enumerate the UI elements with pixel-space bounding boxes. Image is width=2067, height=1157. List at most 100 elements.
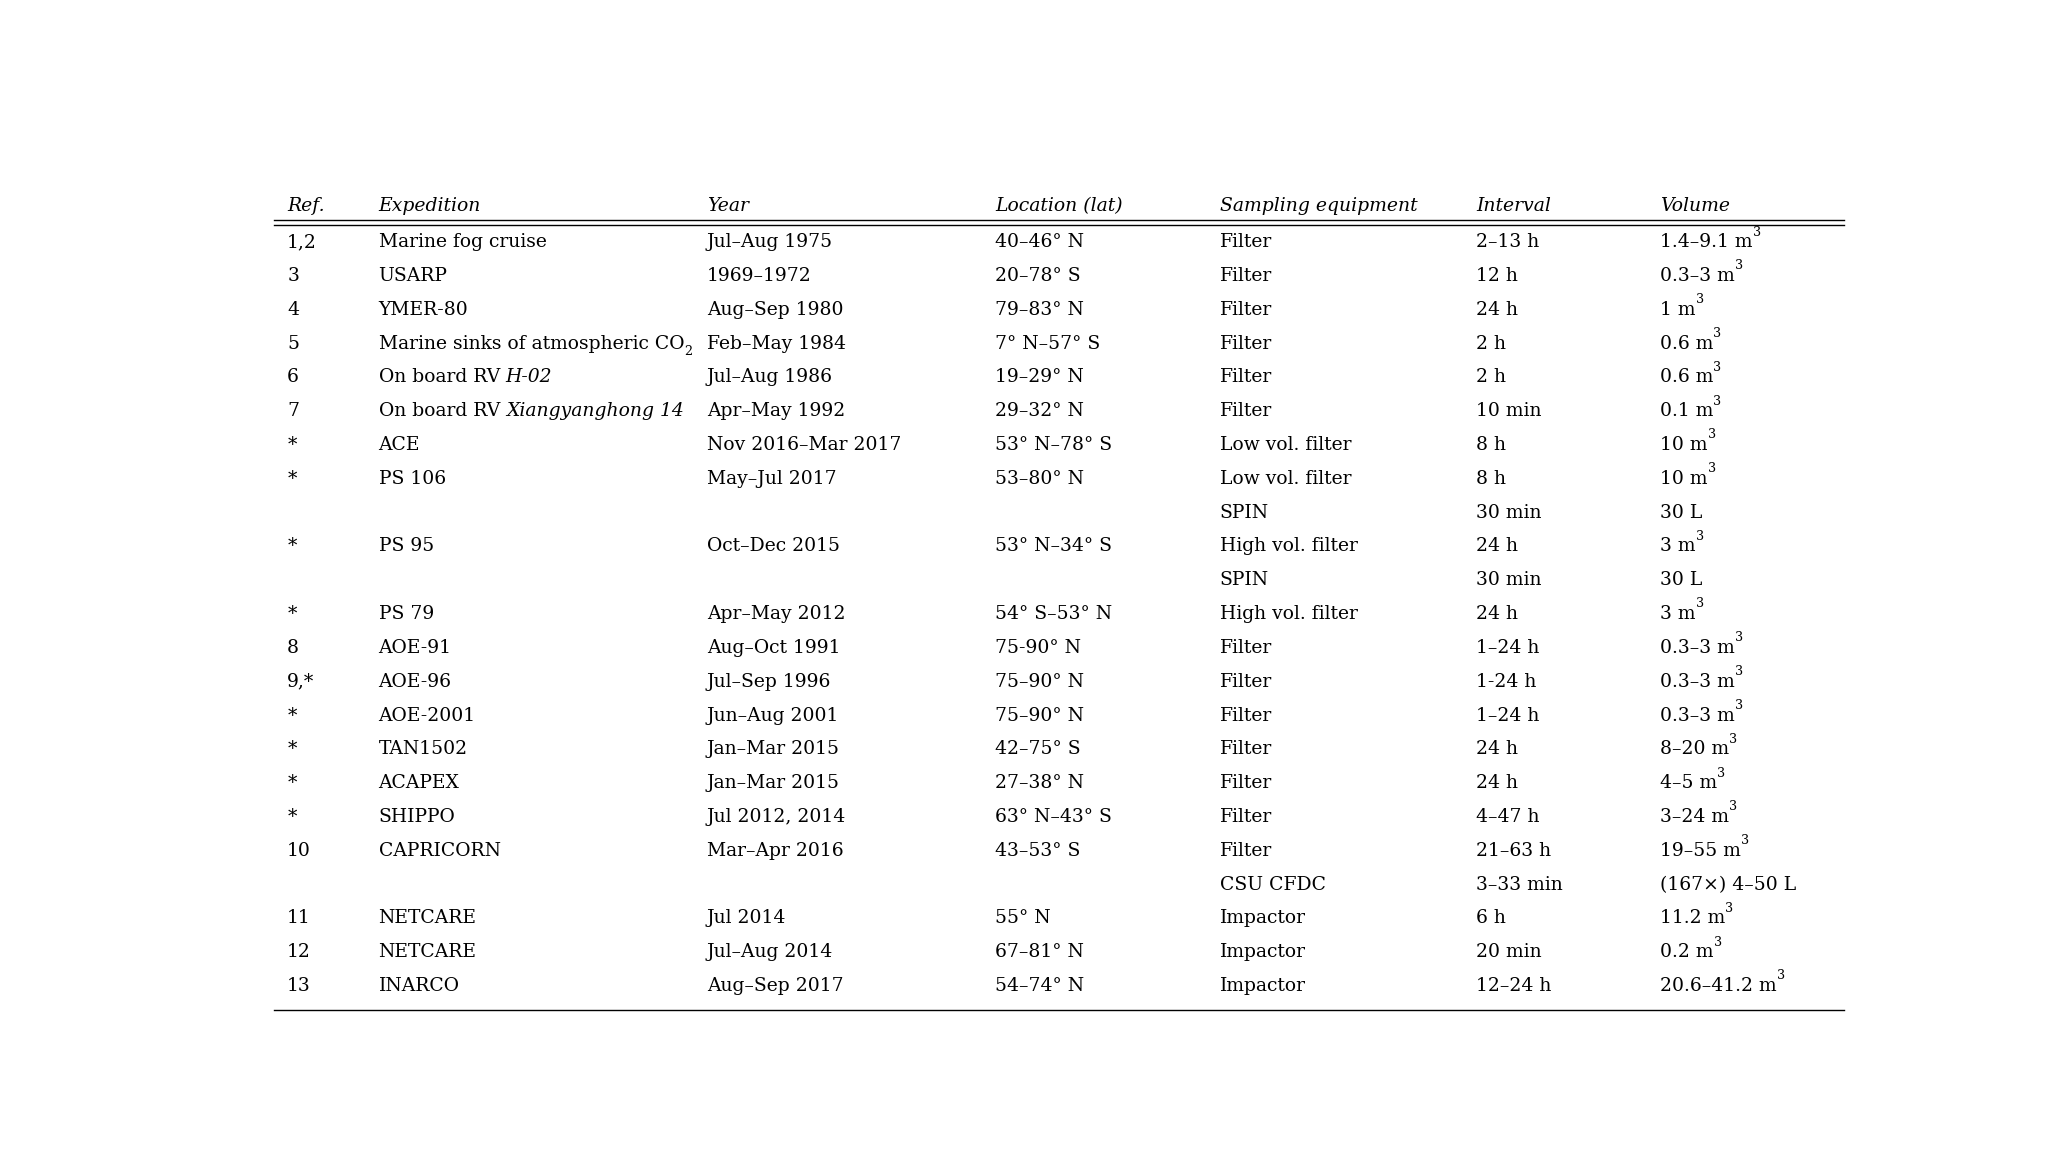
Text: Location (lat): Location (lat): [996, 197, 1122, 215]
Text: Impactor: Impactor: [1220, 909, 1306, 928]
Text: *: *: [287, 605, 296, 624]
Text: 10: 10: [287, 842, 312, 860]
Text: Jul 2014: Jul 2014: [707, 909, 785, 928]
Text: 79–83° N: 79–83° N: [996, 301, 1083, 319]
Text: AOE-2001: AOE-2001: [378, 707, 475, 724]
Text: 3: 3: [1734, 665, 1742, 678]
Text: 53° N–34° S: 53° N–34° S: [996, 538, 1112, 555]
Text: Filter: Filter: [1220, 808, 1271, 826]
Text: PS 106: PS 106: [378, 470, 446, 488]
Text: 63° N–43° S: 63° N–43° S: [996, 808, 1112, 826]
Text: 7: 7: [287, 403, 300, 420]
Text: 53° N–78° S: 53° N–78° S: [996, 436, 1112, 454]
Text: Filter: Filter: [1220, 707, 1271, 724]
Text: SHIPPO: SHIPPO: [378, 808, 455, 826]
Text: Impactor: Impactor: [1220, 978, 1306, 995]
Text: Filter: Filter: [1220, 774, 1271, 793]
Text: USARP: USARP: [378, 267, 446, 285]
Text: 12–24 h: 12–24 h: [1476, 978, 1550, 995]
Text: *: *: [287, 436, 296, 454]
Text: PS 95: PS 95: [378, 538, 434, 555]
Text: 3: 3: [1734, 632, 1742, 644]
Text: 67–81° N: 67–81° N: [996, 943, 1083, 961]
Text: Filter: Filter: [1220, 672, 1271, 691]
Text: SPIN: SPIN: [1220, 572, 1269, 589]
Text: 1969–1972: 1969–1972: [707, 267, 812, 285]
Text: 3: 3: [1730, 801, 1736, 813]
Text: 8 h: 8 h: [1476, 436, 1507, 454]
Text: Jul–Sep 1996: Jul–Sep 1996: [707, 672, 831, 691]
Text: CAPRICORN: CAPRICORN: [378, 842, 500, 860]
Text: Filter: Filter: [1220, 368, 1271, 386]
Text: 27–38° N: 27–38° N: [996, 774, 1085, 793]
Text: Jan–Mar 2015: Jan–Mar 2015: [707, 774, 839, 793]
Text: Filter: Filter: [1220, 842, 1271, 860]
Text: 30 min: 30 min: [1476, 572, 1542, 589]
Text: Low vol. filter: Low vol. filter: [1220, 436, 1352, 454]
Text: 75–90° N: 75–90° N: [996, 672, 1085, 691]
Text: Ref.: Ref.: [287, 197, 325, 215]
Text: (167×) 4–50 L: (167×) 4–50 L: [1660, 876, 1796, 893]
Text: Interval: Interval: [1476, 197, 1550, 215]
Text: 9,*: 9,*: [287, 672, 314, 691]
Text: Jan–Mar 2015: Jan–Mar 2015: [707, 740, 839, 758]
Text: 6: 6: [287, 368, 300, 386]
Text: 0.1 m: 0.1 m: [1660, 403, 1714, 420]
Text: 3–33 min: 3–33 min: [1476, 876, 1563, 893]
Text: Filter: Filter: [1220, 403, 1271, 420]
Text: 0.6 m: 0.6 m: [1660, 334, 1714, 353]
Text: 5: 5: [287, 334, 300, 353]
Text: 30 min: 30 min: [1476, 503, 1542, 522]
Text: PS 79: PS 79: [378, 605, 434, 624]
Text: 3: 3: [1734, 259, 1742, 272]
Text: 3: 3: [1734, 699, 1742, 712]
Text: May–Jul 2017: May–Jul 2017: [707, 470, 837, 488]
Text: 3: 3: [1726, 901, 1734, 915]
Text: 53–80° N: 53–80° N: [996, 470, 1085, 488]
Text: Jul–Aug 2014: Jul–Aug 2014: [707, 943, 833, 961]
Text: 3: 3: [1695, 530, 1703, 543]
Text: 3 m: 3 m: [1660, 605, 1695, 624]
Text: 1 m: 1 m: [1660, 301, 1695, 319]
Text: High vol. filter: High vol. filter: [1220, 538, 1358, 555]
Text: 19–29° N: 19–29° N: [996, 368, 1083, 386]
Text: 3: 3: [1695, 597, 1703, 611]
Text: Impactor: Impactor: [1220, 943, 1306, 961]
Text: 3: 3: [1753, 226, 1761, 238]
Text: 20.6–41.2 m: 20.6–41.2 m: [1660, 978, 1778, 995]
Text: 1,2: 1,2: [287, 234, 316, 251]
Text: Filter: Filter: [1220, 234, 1271, 251]
Text: Marine sinks of atmospheric CO: Marine sinks of atmospheric CO: [378, 334, 684, 353]
Text: 3–24 m: 3–24 m: [1660, 808, 1730, 826]
Text: Low vol. filter: Low vol. filter: [1220, 470, 1352, 488]
Text: 30 L: 30 L: [1660, 503, 1703, 522]
Text: Marine fog cruise: Marine fog cruise: [378, 234, 546, 251]
Text: Filter: Filter: [1220, 267, 1271, 285]
Text: 3: 3: [1718, 767, 1726, 780]
Text: Filter: Filter: [1220, 334, 1271, 353]
Text: 3: 3: [1714, 936, 1722, 949]
Text: 3: 3: [1707, 463, 1716, 476]
Text: *: *: [287, 538, 296, 555]
Text: 42–75° S: 42–75° S: [996, 740, 1081, 758]
Text: 1.4–9.1 m: 1.4–9.1 m: [1660, 234, 1753, 251]
Text: 8–20 m: 8–20 m: [1660, 740, 1730, 758]
Text: 3: 3: [1778, 970, 1784, 982]
Text: Aug–Sep 2017: Aug–Sep 2017: [707, 978, 843, 995]
Text: CSU CFDC: CSU CFDC: [1220, 876, 1325, 893]
Text: *: *: [287, 808, 296, 826]
Text: 0.3–3 m: 0.3–3 m: [1660, 639, 1734, 657]
Text: Volume: Volume: [1660, 197, 1730, 215]
Text: H-02: H-02: [506, 368, 552, 386]
Text: 0.3–3 m: 0.3–3 m: [1660, 672, 1734, 691]
Text: 4: 4: [287, 301, 300, 319]
Text: Mar–Apr 2016: Mar–Apr 2016: [707, 842, 843, 860]
Text: *: *: [287, 740, 296, 758]
Text: 12 h: 12 h: [1476, 267, 1517, 285]
Text: 3: 3: [1695, 293, 1703, 307]
Text: *: *: [287, 774, 296, 793]
Text: 3: 3: [1714, 395, 1722, 407]
Text: 0.2 m: 0.2 m: [1660, 943, 1714, 961]
Text: TAN1502: TAN1502: [378, 740, 467, 758]
Text: Jul–Aug 1986: Jul–Aug 1986: [707, 368, 833, 386]
